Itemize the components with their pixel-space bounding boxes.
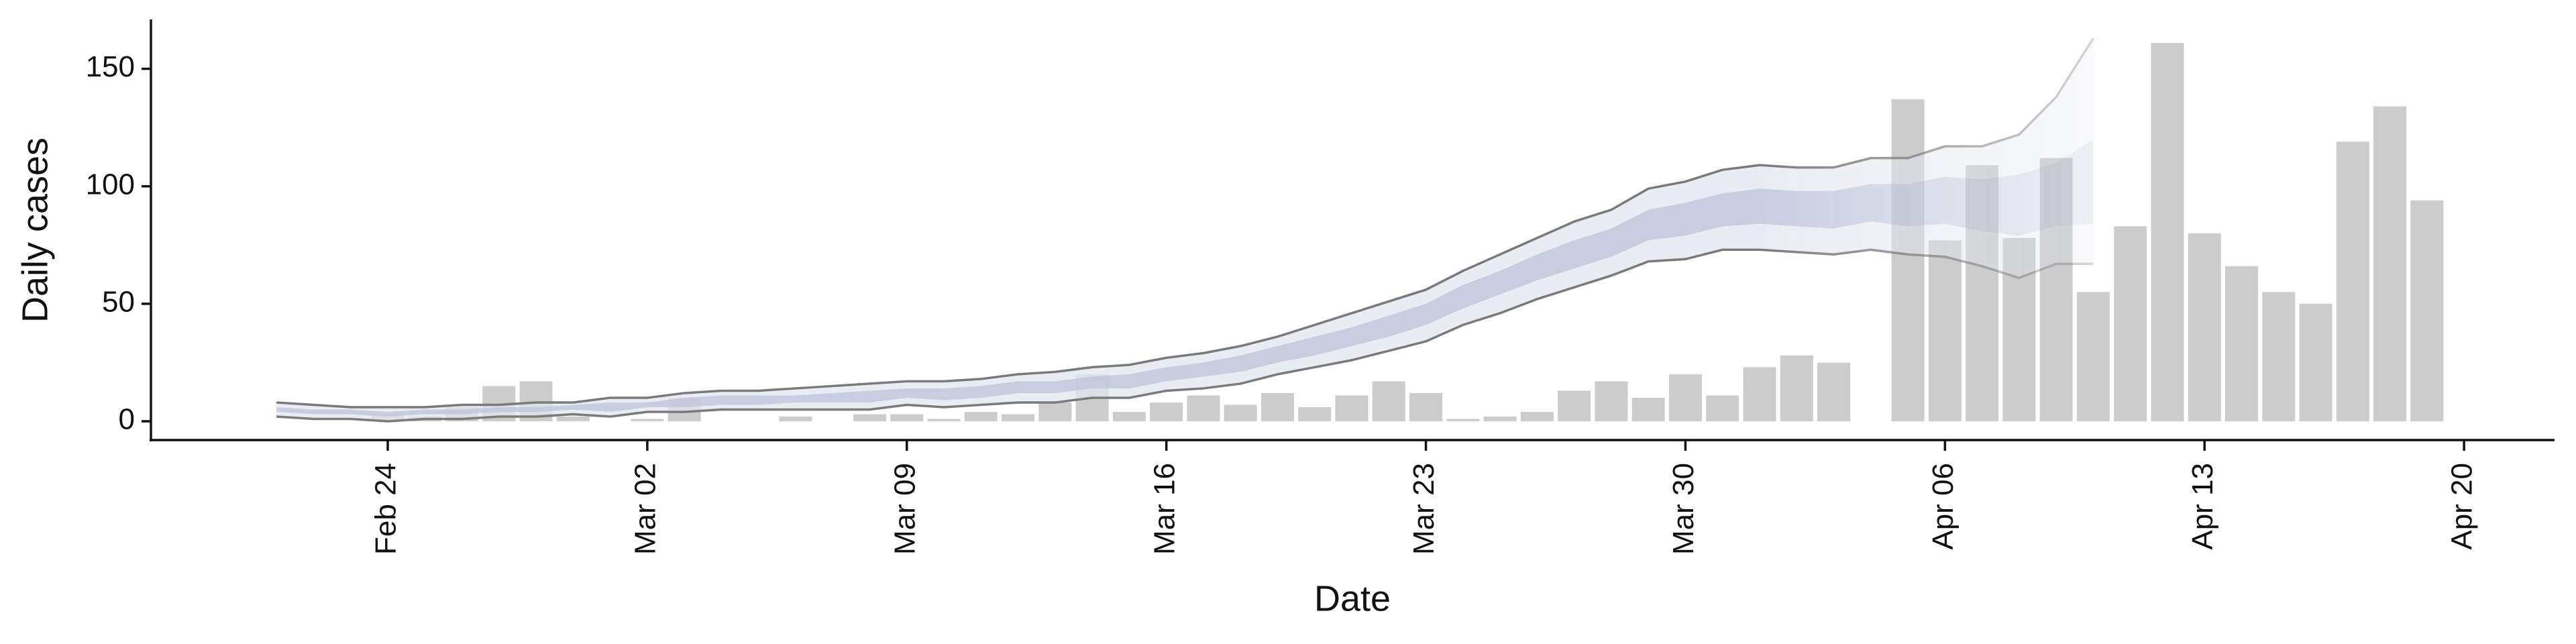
bar (1038, 402, 1072, 421)
bar (1817, 362, 1851, 421)
bar (2336, 142, 2369, 421)
bar (1446, 419, 1480, 421)
bar (1224, 405, 1257, 421)
y-axis-title: Daily cases (15, 138, 55, 323)
band-upper-line (276, 38, 2094, 409)
bar (1335, 395, 1368, 421)
x-tick-label: Mar 23 (1407, 463, 1440, 555)
bar (2410, 200, 2444, 421)
y-tick-label: 50 (102, 285, 135, 318)
bar (1706, 395, 1739, 421)
bands (276, 38, 2094, 423)
bars (371, 43, 2444, 421)
bar (1595, 381, 1628, 421)
bar (2151, 43, 2184, 421)
y-tick-label: 100 (86, 168, 135, 201)
bar (1187, 395, 1220, 421)
x-tick-label: Feb 24 (370, 463, 402, 555)
bar (1150, 402, 1183, 421)
y-tick-label: 0 (119, 403, 135, 436)
bar (1520, 411, 1554, 421)
bar (2262, 292, 2296, 421)
x-tick-label: Apr 13 (2186, 463, 2219, 550)
bar (2373, 106, 2407, 421)
bar (556, 416, 590, 421)
bar (1558, 390, 1591, 421)
bar (2188, 233, 2221, 421)
bar (853, 414, 887, 421)
bar (1631, 397, 1665, 421)
bar (2076, 292, 2110, 421)
bar (1483, 416, 1517, 421)
y-tick-label: 150 (86, 50, 135, 83)
bar (1668, 374, 1702, 421)
bar (964, 411, 998, 421)
x-tick-label: Mar 09 (888, 463, 921, 555)
bar (1260, 392, 1294, 421)
bar (1780, 355, 1813, 421)
bar (2225, 266, 2258, 421)
bar (1928, 240, 1962, 421)
x-axis-title: Date (1314, 578, 1391, 619)
bar (1372, 381, 1405, 421)
x-tick-label: Mar 02 (629, 463, 662, 555)
bar (1298, 407, 1332, 421)
bar (2114, 226, 2147, 421)
x-tick-label: Apr 20 (2446, 463, 2479, 550)
credible-band (276, 38, 2094, 421)
bar (1002, 414, 1035, 421)
bar (631, 419, 664, 421)
x-tick-label: Mar 30 (1667, 463, 1700, 555)
bar (1743, 367, 1776, 421)
bar (1409, 392, 1443, 421)
bar (927, 419, 961, 421)
band-lower-line (276, 248, 2094, 423)
bar (1112, 411, 1146, 421)
bar (1891, 99, 1925, 421)
bar (779, 416, 812, 421)
x-tick-label: Mar 16 (1148, 463, 1181, 555)
bar (2299, 303, 2332, 421)
axes (142, 19, 2555, 451)
x-tick-label: Apr 06 (1927, 463, 1960, 550)
bar (890, 414, 924, 421)
